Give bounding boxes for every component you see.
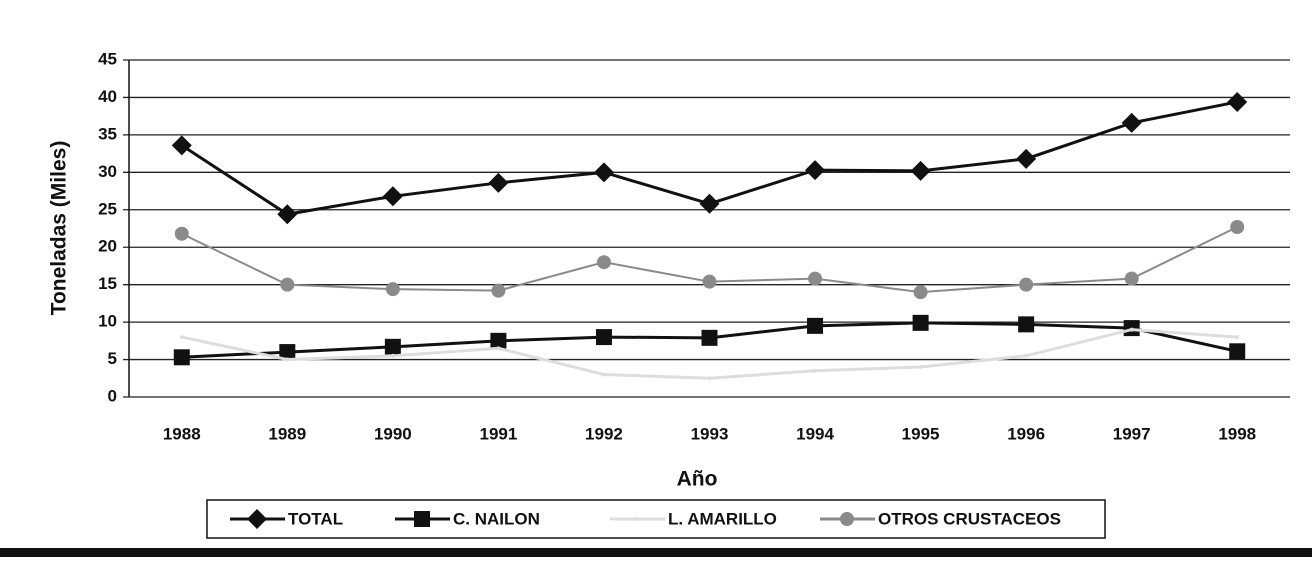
x-tick-label: 1995	[902, 424, 940, 443]
marker	[805, 160, 826, 181]
marker	[707, 376, 712, 381]
marker	[277, 204, 298, 225]
x-tick-label: 1998	[1218, 424, 1256, 443]
marker	[247, 509, 267, 529]
marker	[1235, 335, 1240, 340]
marker	[596, 255, 611, 270]
marker	[384, 338, 401, 355]
y-tick-label: 0	[108, 386, 117, 405]
y-tick-label: 10	[98, 312, 117, 331]
x-tick-label: 1991	[479, 424, 517, 443]
marker	[1016, 148, 1037, 169]
marker	[840, 512, 854, 526]
marker	[1024, 353, 1029, 358]
x-tick-label: 1996	[1007, 424, 1045, 443]
marker	[807, 317, 824, 334]
x-tick-label: 1990	[374, 424, 412, 443]
legend-label: C. NAILON	[453, 509, 540, 528]
y-tick-label: 45	[98, 49, 117, 68]
legend-label: L. AMARILLO	[668, 509, 777, 528]
marker	[918, 365, 923, 370]
marker	[174, 226, 189, 241]
y-tick-label: 15	[98, 274, 117, 293]
scan-bar	[0, 548, 1312, 557]
legend-label: TOTAL	[288, 509, 343, 528]
marker	[490, 332, 507, 349]
marker	[385, 282, 400, 297]
x-tick-label: 1989	[268, 424, 306, 443]
marker	[1121, 112, 1142, 133]
marker	[1227, 91, 1248, 112]
marker	[699, 193, 720, 214]
marker	[1018, 316, 1035, 333]
y-tick-label: 20	[98, 237, 117, 256]
legend-label: OTROS CRUSTACEOS	[878, 509, 1061, 528]
marker	[702, 274, 717, 289]
marker	[491, 283, 506, 298]
x-tick-label: 1992	[585, 424, 623, 443]
y-tick-label: 35	[98, 124, 117, 143]
marker	[813, 368, 818, 373]
x-tick-label: 1997	[1113, 424, 1151, 443]
y-tick-label: 40	[98, 87, 117, 106]
marker	[1229, 343, 1246, 360]
marker	[179, 335, 184, 340]
marker	[593, 162, 614, 183]
marker	[280, 277, 295, 292]
marker	[414, 511, 430, 527]
marker	[279, 344, 296, 361]
y-tick-label: 30	[98, 162, 117, 181]
marker	[595, 329, 612, 346]
marker	[173, 349, 190, 366]
marker	[171, 135, 192, 156]
marker	[701, 329, 718, 346]
marker	[912, 314, 929, 331]
y-axis-title: Toneladas (Miles)	[48, 141, 71, 316]
marker	[382, 186, 403, 207]
x-tick-label: 1993	[691, 424, 729, 443]
marker	[913, 285, 928, 300]
marker	[488, 172, 509, 193]
marker	[910, 160, 931, 181]
marker	[390, 353, 395, 358]
x-axis-title: Año	[677, 468, 718, 491]
marker	[1230, 220, 1245, 235]
marker	[635, 517, 639, 521]
marker	[808, 271, 823, 286]
x-tick-label: 1994	[796, 424, 834, 443]
marker	[1019, 277, 1034, 292]
marker	[1124, 271, 1139, 286]
marker	[285, 357, 290, 362]
marker	[601, 372, 606, 377]
marker	[1129, 327, 1134, 332]
x-tick-label: 1988	[163, 424, 201, 443]
marker	[496, 346, 501, 351]
y-tick-label: 25	[98, 199, 117, 218]
legend-box	[206, 499, 1106, 539]
y-tick-label: 5	[108, 349, 117, 368]
